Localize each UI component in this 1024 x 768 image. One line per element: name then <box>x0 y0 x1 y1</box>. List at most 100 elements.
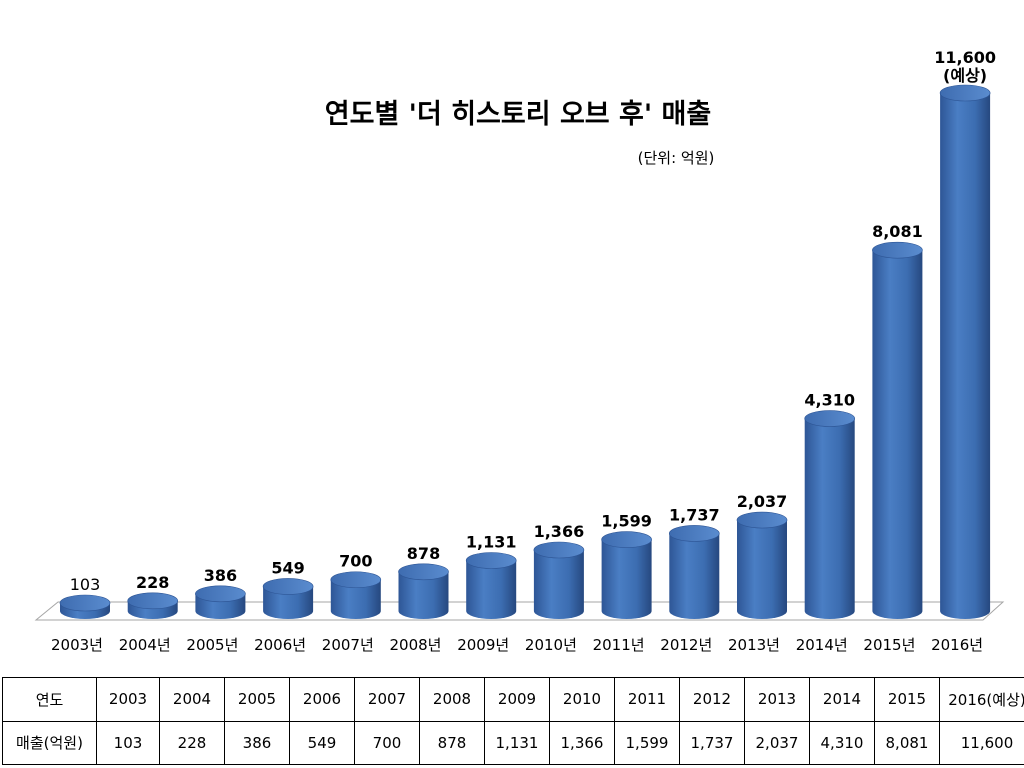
table-cell-year: 2009 <box>484 677 550 722</box>
data-label-5: 878 <box>407 544 440 563</box>
bar-top <box>939 84 991 102</box>
table-cell-year: 2013 <box>744 677 810 722</box>
table-cell-sales: 386 <box>224 720 290 765</box>
table-cell-year: 2012 <box>679 677 745 722</box>
bar-body <box>398 571 449 619</box>
table-cell-sales: 1,131 <box>484 720 550 765</box>
table-row-years: 연도 2003 2004 2005 2006 2007 2008 2009 2010 2011 2… <box>2 677 1024 722</box>
data-label-0: 103 <box>70 575 101 594</box>
bar-2009년 <box>465 552 517 619</box>
bars-group <box>59 84 991 620</box>
x-tick-label-2: 2005년 <box>186 636 238 654</box>
table-row-sales: 매출(억원) 103 228 386 549 700 878 1,131 1,366 1,599… <box>2 720 1024 765</box>
x-tick-label-4: 2007년 <box>322 636 374 654</box>
bar-body <box>804 418 855 619</box>
data-label-note: (예상) <box>943 66 987 85</box>
bar-2015년 <box>872 241 923 620</box>
bar-body <box>466 560 517 619</box>
bar-body <box>330 579 381 619</box>
x-tick-label-3: 2006년 <box>254 636 306 654</box>
table-cell-sales: 878 <box>419 720 485 765</box>
table-cell-year: 2005 <box>224 677 290 722</box>
table-cell-year: 2015 <box>874 677 940 722</box>
bar-top <box>872 241 923 259</box>
bar-body <box>737 520 787 619</box>
table-cell-sales: 1,737 <box>679 720 745 765</box>
table-cell-sales: 700 <box>354 720 420 765</box>
table-cell-sales: 1,599 <box>614 720 680 765</box>
bar-top <box>533 541 585 559</box>
x-tick-label-1: 2004년 <box>119 636 171 654</box>
data-label-1: 228 <box>136 573 169 592</box>
x-tick-label-8: 2011년 <box>593 636 645 654</box>
labels-group: 103 2003년 228 2004년 386 2005년 549 2006년 700 2007년… <box>51 48 996 654</box>
bar-2011년 <box>601 531 652 619</box>
table-cell-sales: 11,600 <box>939 720 1024 765</box>
bar-top <box>262 578 314 595</box>
data-label-3: 549 <box>271 558 304 577</box>
table-cell-year: 2010 <box>549 677 615 722</box>
x-tick-label-0: 2003년 <box>51 636 103 654</box>
bar-2014년 <box>804 410 856 619</box>
data-label-7: 1,366 <box>534 522 585 541</box>
data-label-8: 1,599 <box>601 512 652 531</box>
bar-top <box>804 410 856 427</box>
table-header-year: 연도 <box>2 677 97 722</box>
bar-body <box>940 93 991 619</box>
table-cell-sales: 549 <box>289 720 355 765</box>
bar-chart: 연도별 '더 히스토리 오브 후' 매출 (단위: 억원) 103 2003년 22… <box>34 48 1005 654</box>
table-cell-sales: 1,366 <box>549 720 615 765</box>
bar-top <box>668 525 720 542</box>
bar-body <box>533 550 584 619</box>
x-tick-label-12: 2015년 <box>863 636 915 654</box>
bar-2010년 <box>533 541 585 619</box>
bar-body <box>872 250 923 620</box>
bar-top <box>59 594 111 612</box>
data-label-2: 386 <box>204 566 237 585</box>
chart-title: 연도별 '더 히스토리 오브 후' 매출 <box>325 99 711 130</box>
bar-2006년 <box>262 578 314 619</box>
bar-2004년 <box>127 592 178 619</box>
bar-2007년 <box>330 571 382 619</box>
table-cell-sales: 228 <box>159 720 225 765</box>
data-label-4: 700 <box>339 552 372 571</box>
bar-2016년 <box>939 84 991 619</box>
table-header-sales: 매출(억원) <box>2 720 97 765</box>
table-cell-sales: 8,081 <box>874 720 940 765</box>
bar-2005년 <box>195 585 246 619</box>
bar-2008년 <box>398 563 449 619</box>
bar-2003년 <box>59 594 111 619</box>
table-cell-sales: 103 <box>96 720 160 765</box>
table-cell-sales: 2,037 <box>744 720 810 765</box>
bar-body <box>263 586 314 619</box>
x-tick-label-13: 2016년 <box>931 636 983 654</box>
bar-2013년 <box>736 511 788 619</box>
table-cell-year: 2003 <box>96 677 160 722</box>
bar-top <box>601 531 652 548</box>
x-tick-label-6: 2009년 <box>457 636 509 654</box>
bar-top <box>398 563 449 581</box>
bar-top <box>465 552 517 569</box>
bar-top <box>736 511 788 529</box>
table-cell-year: 2004 <box>159 677 225 722</box>
data-label-6: 1,131 <box>466 532 517 551</box>
data-label-10: 2,037 <box>737 492 788 511</box>
table-cell-year: 2007 <box>354 677 420 722</box>
x-tick-label-11: 2014년 <box>796 636 848 654</box>
data-label-9: 1,737 <box>669 505 720 524</box>
chart-floor <box>34 601 1005 621</box>
data-label-13: 11,600 <box>934 48 996 67</box>
table-cell-year: 2006 <box>289 677 355 722</box>
bar-body <box>669 533 720 619</box>
unit-note: (단위: 억원) <box>638 149 715 167</box>
table-cell-year: 2016(예상) <box>939 677 1024 722</box>
bar-top <box>195 585 246 603</box>
table-cell-year: 2014 <box>809 677 875 722</box>
bar-top <box>330 571 382 589</box>
data-label-12: 8,081 <box>872 222 923 241</box>
bar-body <box>601 539 652 619</box>
x-tick-label-7: 2010년 <box>525 636 577 654</box>
data-label-11: 4,310 <box>804 391 855 410</box>
x-tick-label-5: 2008년 <box>390 636 442 654</box>
table-cell-sales: 4,310 <box>809 720 875 765</box>
